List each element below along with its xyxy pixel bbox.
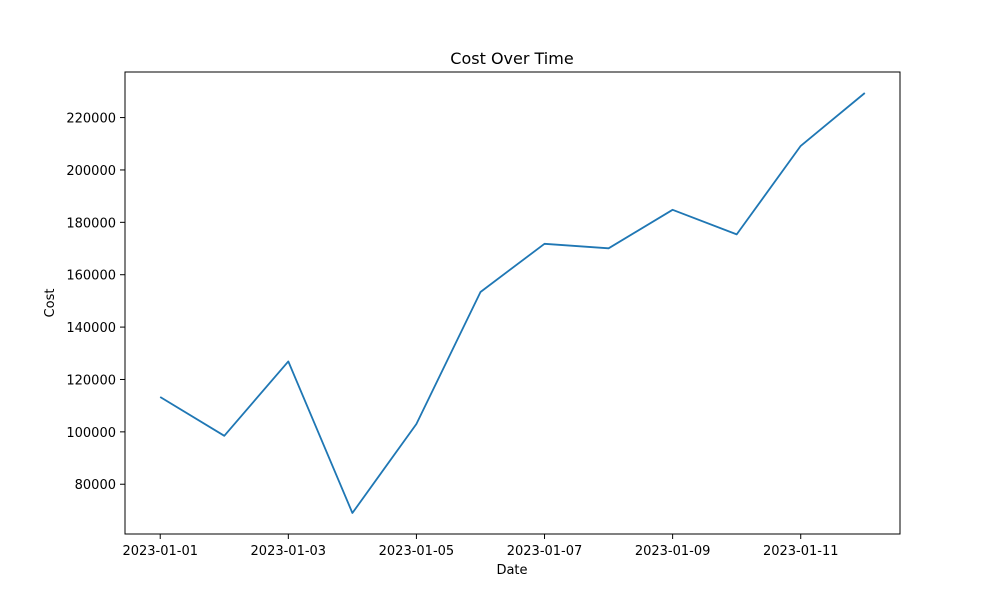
x-tick-label: 2023-01-03 <box>251 544 327 559</box>
y-tick-label: 80000 <box>75 478 116 493</box>
y-axis: 80000 100000 120000 140000 160000 180000 20000… <box>66 112 125 493</box>
x-tick-label: 2023-01-01 <box>122 544 198 559</box>
x-tick-label: 2023-01-05 <box>379 544 455 559</box>
plot-frame <box>124 71 901 535</box>
y-tick-label: 120000 <box>66 373 116 388</box>
x-tick-label: 2023-01-09 <box>635 544 711 559</box>
chart-title: Cost Over Time <box>450 49 573 68</box>
x-tick-label: 2023-01-07 <box>507 544 583 559</box>
y-tick-label: 220000 <box>66 112 116 127</box>
y-tick-label: 180000 <box>66 216 116 231</box>
y-tick-label: 100000 <box>66 426 116 441</box>
x-tick-label: 2023-01-11 <box>763 544 839 559</box>
y-tick-label: 160000 <box>66 269 116 284</box>
series-line-cost <box>159 92 866 514</box>
y-tick-label: 140000 <box>66 321 116 336</box>
y-axis-label: Cost <box>43 289 58 318</box>
x-axis-label: Date <box>496 563 527 578</box>
y-tick-label: 200000 <box>66 164 116 179</box>
x-axis: 2023-01-01 2023-01-03 2023-01-05 2023-01-07… <box>122 534 839 559</box>
